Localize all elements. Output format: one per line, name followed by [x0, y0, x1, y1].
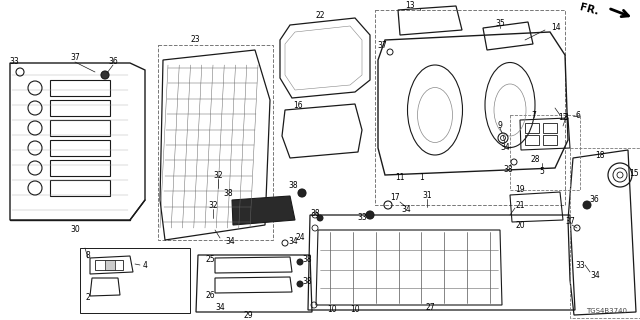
Text: 27: 27: [425, 303, 435, 313]
Text: 34: 34: [500, 143, 510, 153]
Text: 38: 38: [302, 255, 312, 265]
Bar: [375, 10, 565, 205]
Text: 37: 37: [70, 53, 80, 62]
Bar: [50, 140, 110, 156]
Circle shape: [101, 71, 109, 79]
Text: 18: 18: [595, 150, 605, 159]
Text: 2: 2: [86, 293, 90, 302]
Circle shape: [366, 211, 374, 219]
Bar: [543, 135, 557, 145]
Text: 11: 11: [396, 173, 404, 182]
Text: 34: 34: [225, 237, 235, 246]
Circle shape: [297, 281, 303, 287]
Text: 8: 8: [86, 251, 90, 260]
Text: 17: 17: [390, 194, 400, 203]
Text: 25: 25: [205, 255, 215, 265]
Text: 32: 32: [208, 201, 218, 210]
Bar: [510, 115, 580, 190]
Bar: [50, 80, 110, 96]
Text: 16: 16: [293, 100, 303, 109]
Text: 4: 4: [143, 260, 147, 269]
Text: 36: 36: [589, 196, 599, 204]
Text: 29: 29: [243, 310, 253, 319]
Text: 33: 33: [357, 213, 367, 222]
Text: 38: 38: [503, 165, 513, 174]
Text: TGS4B3740: TGS4B3740: [586, 308, 627, 314]
Text: 21: 21: [515, 201, 525, 210]
Text: 30: 30: [70, 226, 80, 235]
Text: 37: 37: [565, 218, 575, 227]
Bar: [80, 248, 190, 313]
Text: 13: 13: [405, 1, 415, 10]
Text: 12: 12: [558, 114, 568, 123]
Text: 15: 15: [629, 169, 639, 178]
Text: 3: 3: [564, 114, 568, 123]
Bar: [50, 120, 110, 136]
Bar: [570, 148, 640, 318]
Text: 22: 22: [316, 12, 324, 20]
Polygon shape: [232, 196, 295, 225]
Text: 34: 34: [590, 270, 600, 279]
Text: 10: 10: [327, 306, 337, 315]
Text: 26: 26: [205, 291, 215, 300]
Text: 38: 38: [302, 277, 312, 286]
Text: 6: 6: [575, 111, 580, 121]
Text: 28: 28: [531, 156, 540, 164]
Circle shape: [297, 259, 303, 265]
Text: 9: 9: [497, 121, 502, 130]
Bar: [105, 260, 115, 270]
Bar: [158, 45, 273, 240]
Bar: [525, 123, 539, 133]
Bar: [50, 160, 110, 176]
Text: 19: 19: [515, 186, 525, 195]
Bar: [543, 123, 557, 133]
Text: 38: 38: [310, 209, 320, 218]
Text: 38: 38: [223, 189, 233, 198]
Text: 37: 37: [377, 41, 387, 50]
Text: 34: 34: [215, 303, 225, 313]
Text: 32: 32: [213, 171, 223, 180]
Text: 10: 10: [350, 306, 360, 315]
Text: 31: 31: [422, 190, 432, 199]
Text: 14: 14: [551, 23, 561, 33]
Text: 1: 1: [420, 173, 424, 182]
Text: 5: 5: [540, 167, 545, 177]
Circle shape: [317, 215, 323, 221]
Text: 34: 34: [288, 237, 298, 246]
Bar: [50, 180, 110, 196]
Text: 33: 33: [575, 260, 585, 269]
Text: 33: 33: [9, 58, 19, 67]
Circle shape: [298, 189, 306, 197]
Text: 20: 20: [515, 221, 525, 230]
Bar: [525, 135, 539, 145]
Bar: [50, 100, 110, 116]
Text: 35: 35: [495, 19, 505, 28]
Text: 23: 23: [190, 36, 200, 44]
Text: 7: 7: [532, 111, 536, 121]
Text: 38: 38: [288, 180, 298, 189]
Text: 34: 34: [401, 205, 411, 214]
Text: 24: 24: [295, 234, 305, 243]
Text: FR.: FR.: [579, 3, 600, 17]
Bar: [95, 260, 123, 270]
Text: 36: 36: [108, 58, 118, 67]
Circle shape: [583, 201, 591, 209]
